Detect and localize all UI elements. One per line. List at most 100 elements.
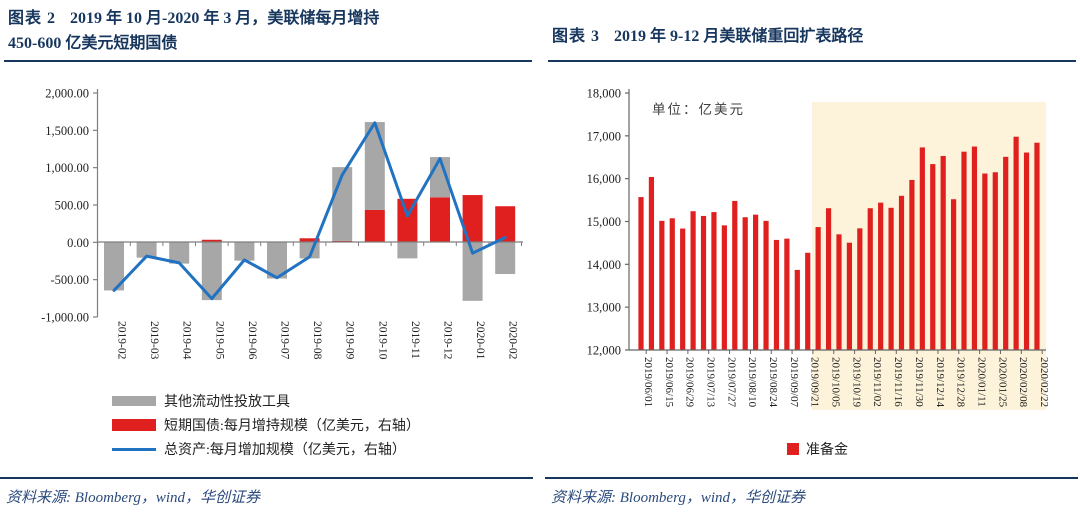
bar-reserves [680,228,686,350]
bar-reserves [867,208,873,350]
bar-reserves [773,239,780,350]
x-tick-label: 2020-02 [507,321,519,360]
bar-reserves [805,252,811,350]
y-tick-label: 18,000 [587,87,621,101]
x-tick-label: 2019-02 [116,321,128,360]
figure3-source: 资料来源: Bloomberg，wind，华创证券 [551,490,806,506]
bar-reserves [951,199,957,350]
bar-tbills [201,239,222,242]
bar-other-liquidity [267,242,287,279]
x-tick-label: 2019/07/27 [725,357,737,408]
gray-bar-swatch [112,396,156,406]
legend-item-total-assets: 总资产:每月增加规模（亿美元，右轴） [112,442,420,458]
legend-label: 其他流动性投放工具 [164,395,290,410]
bar-reserves [888,207,894,350]
x-tick-label: 2019/11/30 [913,357,925,407]
x-tick-label: 2019/10/19 [850,357,862,408]
legend-item-other-liquidity: 其他流动性投放工具 [112,394,420,410]
bar-other-liquidity [234,242,255,261]
bar-tbills [299,238,320,242]
bar-reserves [992,172,998,350]
figure2-title-line2: 450-600 亿美元短期国债 [8,35,178,52]
legend-label: 总资产:每月增加规模（亿美元，右轴） [164,443,406,458]
bar-other-liquidity [364,122,385,210]
x-tick-label: 2020-01 [474,321,486,360]
bar-other-liquidity [201,242,222,301]
x-tick-label: 2019/06/29 [684,357,696,408]
bar-reserves [846,242,852,350]
bar-reserves [711,212,717,350]
x-tick-label: 2019/09/07 [788,357,800,408]
x-tick-label: 2019-04 [181,321,193,360]
figure2-title-rule [4,60,532,62]
y-tick-label: 12,000 [587,343,621,357]
legend-label: 准备金 [806,443,848,458]
figure3-title: 图表 3 2019 年 9-12 月美联储重回扩表路径 [552,24,1076,49]
y-tick-label: 17,000 [587,129,621,143]
y-tick-label: 16,000 [587,172,621,186]
bar-reserves [919,147,925,350]
bar-reserves [742,217,748,350]
figure2-source: 资料来源: Bloomberg，wind，华创证券 [6,490,261,506]
x-tick-label: 2019-10 [376,321,388,360]
x-tick-label: 2020/01/25 [996,357,1008,408]
x-tick-label: 2019/06/15 [663,357,675,408]
x-tick-label: 2019-12 [442,321,454,360]
y-tick-label: 1,000.00 [45,161,89,175]
figure2-source-rule [0,477,533,479]
y-tick-label: 14,000 [587,258,621,272]
y-tick-label: 15,000 [587,215,621,229]
bar-reserves [825,208,832,350]
x-tick-label: 2020/01/11 [975,357,987,407]
bar-tbills [462,195,483,242]
bar-reserves [940,155,946,350]
figure2-chart: 2,000.00 1,500.00 1,000.00 500.00 0.00 -500.0… [41,87,523,360]
bar-tbills [364,209,385,242]
figure2-title: 图表 2 2019 年 10 月-2020 年 3 月，美联储每月增持 450-6… [8,6,532,56]
figure2-title-line1: 2019 年 10 月-2020 年 3 月，美联储每月增持 [70,10,380,27]
x-tick-label: 2019-07 [279,321,291,360]
bar-reserves [638,197,644,350]
bar-reserves [1013,136,1019,350]
y-tick-label: 1,500.00 [45,124,89,138]
bar-other-liquidity [169,242,190,264]
bar-reserves [753,214,759,350]
figure3-title-label: 图表 3 [552,28,601,45]
bar-reserves [794,269,800,350]
figure3-source-rule [545,477,1078,479]
x-tick-label: 2019/11/02 [871,357,883,407]
bar-reserves [690,211,696,350]
x-tick-label: 2020/02/08 [1017,357,1029,408]
bar-other-liquidity [462,242,483,301]
figure3-legend: 准备金 [787,439,848,459]
bar-tbills [495,206,516,242]
figure3-title-rule [548,60,1076,62]
bar-reserves [659,220,665,350]
x-tick-label: 2019/12/28 [955,357,967,408]
x-tick-label: 2019-09 [344,321,356,360]
y-tick-label: 0.00 [67,236,89,250]
y-tick-label: -1,000.00 [41,310,89,324]
red-square-swatch [787,443,799,455]
x-tick-label: 2020/02/22 [1038,357,1050,407]
bar-reserves [721,225,727,350]
bar-reserves [857,228,863,350]
bar-reserves [878,202,884,350]
red-bar-swatch [112,419,156,431]
bar-reserves [815,227,821,350]
bar-reserves [836,234,842,350]
bar-reserves [971,146,978,350]
x-tick-label: 2019-06 [246,321,258,360]
x-tick-label: 2019/08/10 [746,357,758,408]
x-tick-label: 2019/10/05 [830,357,842,408]
legend-item-tbills: 短期国债:每月增持规模（亿美元，右轴） [112,418,420,434]
bar-reserves [1003,156,1009,350]
x-tick-label: 2019-03 [148,321,160,360]
bar-other-liquidity [397,242,418,259]
figure3-title-text: 2019 年 9-12 月美联储重回扩表路径 [614,28,864,45]
figure3-unit-label: 单位：亿美元 [652,102,745,117]
figure2-legend: 其他流动性投放工具 短期国债:每月增持规模（亿美元，右轴） 总资产:每月增加规模… [112,394,420,466]
bar-reserves [784,238,790,350]
y-tick-label: 500.00 [55,198,89,212]
